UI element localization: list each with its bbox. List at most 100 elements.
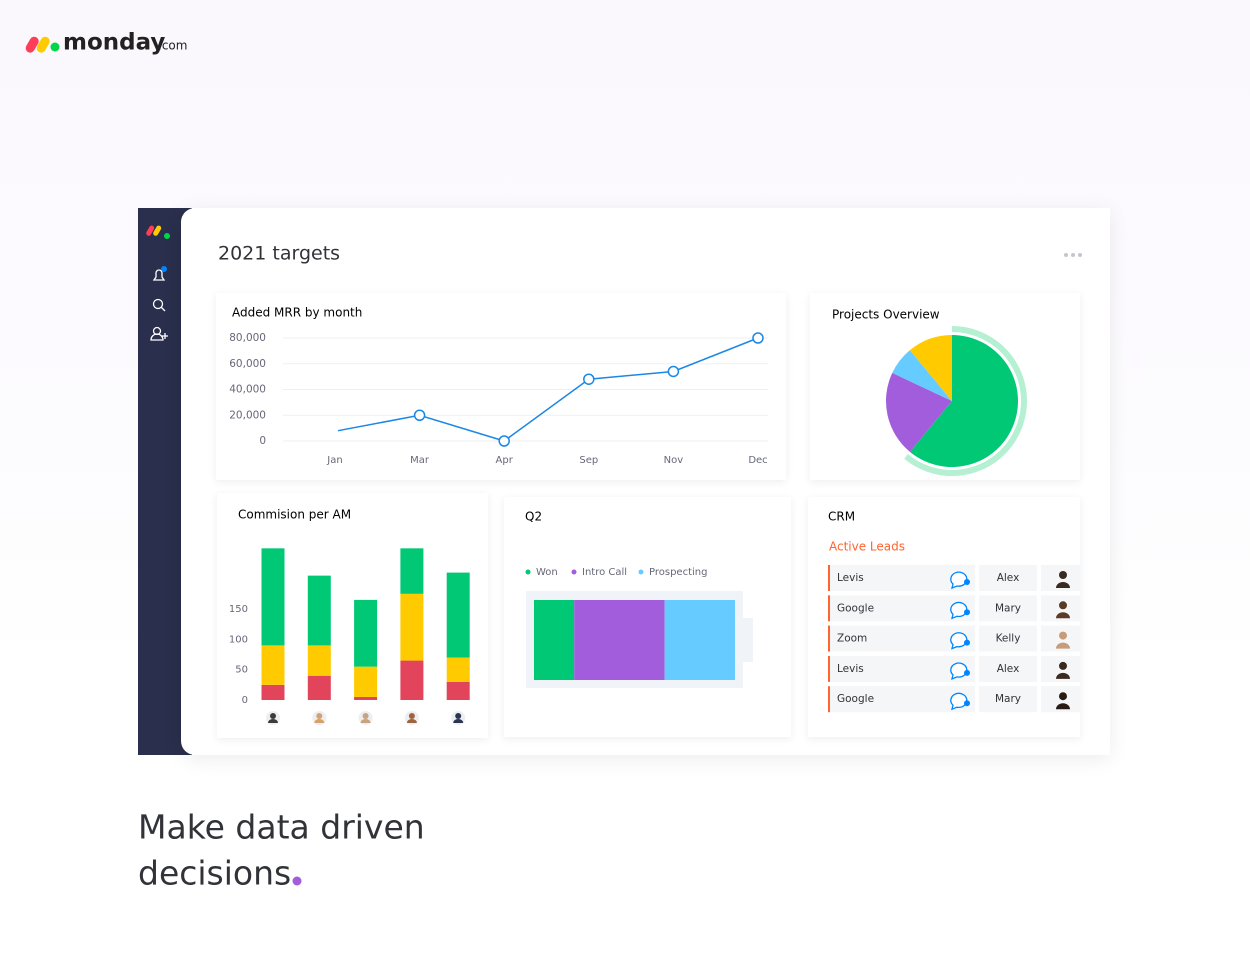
bar-segment <box>446 572 470 658</box>
bar-segment <box>400 660 424 700</box>
person-bg <box>979 625 1037 652</box>
y-tick-label: 40,000 <box>229 384 266 396</box>
more-menu[interactable] <box>1064 253 1082 257</box>
y-tick-label: 60,000 <box>229 358 266 370</box>
line-point <box>413 409 426 421</box>
avatar-face <box>408 713 415 719</box>
bar-segment <box>307 575 331 646</box>
person-bg <box>979 565 1037 591</box>
x-tick-label: Mar <box>410 455 430 466</box>
crm-title: CRM <box>828 510 855 524</box>
avatar-face <box>455 713 462 719</box>
person-cell: Mary <box>995 693 1021 705</box>
row-accent <box>828 655 830 682</box>
row-accent <box>828 686 830 713</box>
search-icon[interactable] <box>152 298 164 310</box>
bar-segment <box>534 600 575 680</box>
row-accent <box>828 595 830 622</box>
company-cell: Zoom <box>837 633 867 645</box>
pie-slice <box>909 335 1018 467</box>
person-cell: Alex <box>997 663 1020 675</box>
chart-title: Projects Overview <box>832 308 940 322</box>
legend-dot <box>571 569 577 575</box>
x-tick-label: Dec <box>748 455 767 466</box>
tagline: Make data driven <box>138 808 425 847</box>
sidebar-icons <box>146 225 170 341</box>
logo-suffix: .com <box>158 39 187 53</box>
chat-badge <box>964 639 970 646</box>
avatar-face <box>1059 631 1067 640</box>
person-cell: Kelly <box>996 633 1021 645</box>
y-tick-label: 80,000 <box>229 332 266 344</box>
avatar-face <box>270 713 276 719</box>
chart-title: Q2 <box>525 510 542 524</box>
bar-segment <box>354 599 378 667</box>
avatar-face <box>1059 661 1067 670</box>
y-tick-label: 0 <box>259 435 266 447</box>
line-point <box>752 332 764 344</box>
bar-segment <box>261 684 285 700</box>
avatar-body <box>360 719 371 723</box>
avatar-face <box>362 713 369 719</box>
bar-segment <box>354 666 378 697</box>
line-point <box>583 373 595 385</box>
bar-segment <box>307 645 331 676</box>
chat-badge <box>964 579 970 585</box>
chat-icon <box>950 662 968 680</box>
mrr-panel <box>216 293 786 480</box>
y-tick-label: 0 <box>242 695 248 706</box>
person-cell: Alex <box>997 572 1020 584</box>
crm-subtitle: Active Leads <box>829 540 905 554</box>
line-point <box>498 435 510 447</box>
avatar-body <box>1056 582 1070 588</box>
row-accent <box>828 565 830 591</box>
row-accent <box>828 625 830 652</box>
avatar-face <box>1059 601 1067 610</box>
bar-segment <box>261 548 285 646</box>
company-cell: Google <box>837 602 874 614</box>
person-cell: Mary <box>995 602 1021 614</box>
logo-brand: monday <box>63 30 165 56</box>
company-cell: Levis <box>837 572 864 584</box>
bar-segment <box>446 681 470 700</box>
x-tick-label: Nov <box>664 455 684 466</box>
bar-segment <box>400 593 424 661</box>
y-tick-label: 20,000 <box>229 409 266 421</box>
legend-label: Prospecting <box>649 567 707 578</box>
line <box>337 337 759 442</box>
avatar-body <box>1056 612 1070 619</box>
legend-label: Intro Call <box>582 567 627 578</box>
logo[interactable]: monday .com <box>0 0 200 80</box>
pie-highlight <box>904 326 1027 476</box>
bell-icon[interactable] <box>152 269 166 281</box>
company-cell: Levis <box>837 663 864 675</box>
chat-badge <box>964 609 970 616</box>
bar-segment <box>400 548 424 594</box>
company-cell: Google <box>837 693 874 705</box>
person-bg <box>979 686 1037 713</box>
chat-badge <box>964 700 970 707</box>
chat-badge <box>964 669 970 676</box>
legend-dot <box>638 569 644 575</box>
bar-segment <box>354 696 378 700</box>
pie-slice <box>886 372 952 452</box>
avatar-body <box>1056 703 1070 710</box>
person-bg <box>979 595 1037 622</box>
chat-icon <box>950 601 968 620</box>
chat-icon <box>950 692 968 711</box>
bar-track-stub <box>743 618 753 662</box>
person-bg <box>979 655 1037 682</box>
chart-title: Added MRR by month <box>232 306 362 320</box>
chat-icon <box>950 632 968 650</box>
avatar-body <box>1056 642 1070 649</box>
avatar-face <box>1059 692 1067 701</box>
chat-icon <box>950 571 968 590</box>
avatar-face <box>1059 571 1067 579</box>
dashboard-title: 2021 targets <box>218 243 340 265</box>
avatar-body <box>268 719 278 723</box>
bar-segment <box>574 600 665 680</box>
bar-segment <box>664 600 735 680</box>
bar-segment <box>446 657 470 682</box>
